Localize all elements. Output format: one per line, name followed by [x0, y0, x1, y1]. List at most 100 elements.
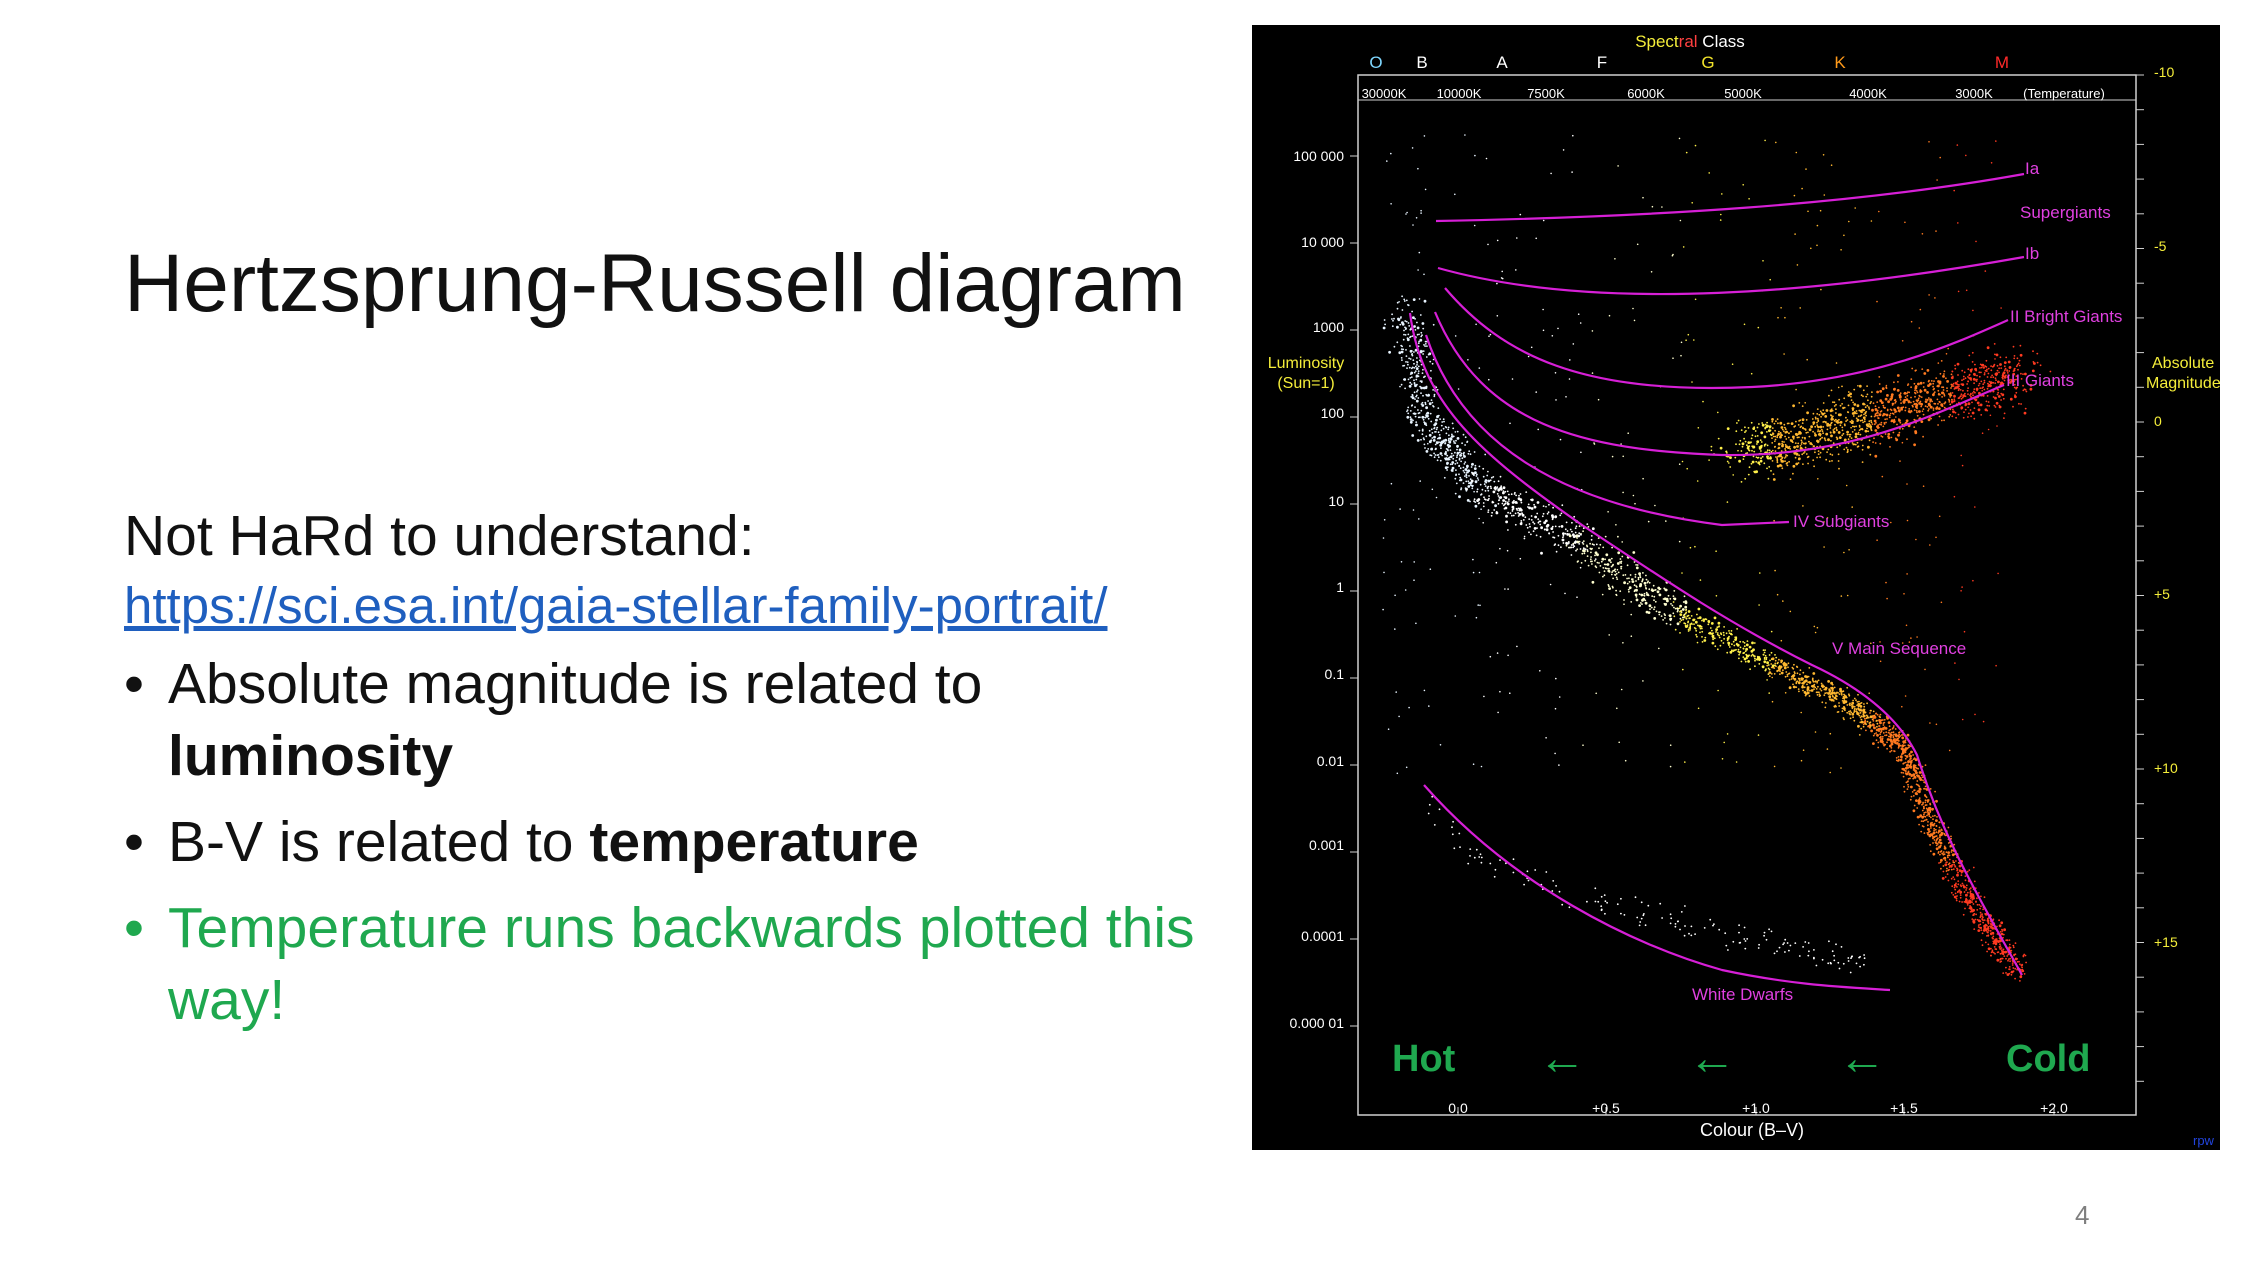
- star: [1468, 450, 1471, 453]
- star: [1866, 393, 1869, 396]
- star: [1635, 588, 1638, 592]
- star: [1651, 595, 1654, 597]
- star: [1984, 270, 1987, 272]
- star: [1469, 484, 1472, 486]
- star: [1796, 680, 1798, 683]
- star: [1669, 623, 1672, 626]
- star: [1796, 672, 1799, 675]
- star: [1960, 885, 1963, 888]
- star: [2012, 405, 2014, 408]
- star: [1785, 454, 1787, 456]
- star: [1950, 891, 1953, 894]
- star: [2007, 959, 2009, 962]
- star: [1504, 502, 1507, 505]
- star: [1558, 764, 1560, 766]
- star: [1514, 512, 1517, 515]
- star: [1602, 575, 1604, 578]
- star: [1664, 589, 1667, 591]
- star: [1971, 401, 1973, 404]
- star: [1804, 436, 1806, 439]
- star: [1728, 646, 1731, 648]
- star: [1936, 398, 1939, 401]
- star: [1474, 480, 1478, 484]
- star: [1787, 666, 1789, 669]
- star: [1912, 777, 1915, 780]
- star: [1727, 641, 1731, 645]
- star: [1875, 720, 1878, 722]
- star: [1572, 546, 1575, 549]
- star: [1630, 635, 1633, 637]
- star: [1958, 869, 1962, 872]
- star: [1632, 307, 1634, 310]
- star: [1913, 409, 1916, 411]
- star: [1985, 359, 1988, 362]
- star: [1750, 372, 1753, 375]
- star: [1708, 172, 1710, 174]
- star: [1555, 885, 1557, 887]
- star: [1868, 408, 1871, 410]
- star: [1904, 747, 1908, 750]
- star: [1489, 333, 1492, 336]
- star: [1611, 564, 1614, 567]
- star: [1451, 422, 1454, 425]
- star: [1936, 838, 1938, 840]
- star: [1435, 496, 1438, 499]
- star: [1816, 626, 1819, 629]
- star: [1623, 599, 1625, 601]
- star: [1879, 641, 1881, 643]
- star: [1422, 418, 1425, 421]
- star: [1573, 545, 1576, 548]
- star: [1835, 943, 1837, 946]
- star: [1913, 804, 1916, 807]
- star: [1634, 896, 1637, 899]
- star: [1855, 410, 1858, 412]
- star: [1713, 637, 1716, 640]
- star: [1987, 428, 1990, 431]
- star: [1493, 509, 1496, 511]
- star: [1936, 179, 1938, 181]
- star: [1631, 578, 1633, 580]
- star: [1872, 723, 1874, 726]
- star: [1987, 931, 1989, 934]
- star: [2002, 382, 2005, 385]
- star: [2005, 356, 2008, 359]
- star: [1420, 331, 1423, 334]
- star: [1994, 377, 1997, 380]
- hot-label: Hot: [1392, 1038, 1456, 1080]
- star: [1766, 679, 1768, 681]
- star: [1808, 428, 1812, 432]
- star: [1966, 904, 1969, 906]
- star: [1411, 147, 1414, 149]
- star: [2010, 973, 2013, 976]
- esa-link[interactable]: https://sci.esa.int/gaia-stellar-family-…: [124, 577, 1108, 634]
- star: [1747, 660, 1750, 663]
- star: [1820, 689, 1823, 692]
- star: [1526, 870, 1529, 873]
- star: [1774, 654, 1776, 656]
- star: [1948, 854, 1951, 857]
- star: [1647, 904, 1650, 907]
- star: [1478, 517, 1480, 520]
- star: [1937, 362, 1940, 364]
- star: [1472, 763, 1475, 765]
- star: [1938, 381, 1942, 385]
- star: [1951, 370, 1954, 373]
- star: [1820, 428, 1823, 431]
- class-curve: [1433, 311, 2005, 457]
- star: [1768, 466, 1771, 468]
- star: [1841, 403, 1843, 405]
- star: [1415, 378, 1418, 381]
- star: [1842, 717, 1845, 719]
- star: [1456, 437, 1460, 440]
- star: [1997, 572, 1999, 575]
- star: [1536, 512, 1539, 515]
- bv-tick: +2.0: [2040, 1100, 2068, 1116]
- star: [1418, 359, 1421, 362]
- star: [1840, 693, 1843, 696]
- star: [1939, 836, 1941, 839]
- star: [1946, 861, 1948, 864]
- star: [1561, 903, 1564, 906]
- star: [1654, 600, 1657, 603]
- star: [1673, 590, 1676, 592]
- star: [1752, 446, 1755, 449]
